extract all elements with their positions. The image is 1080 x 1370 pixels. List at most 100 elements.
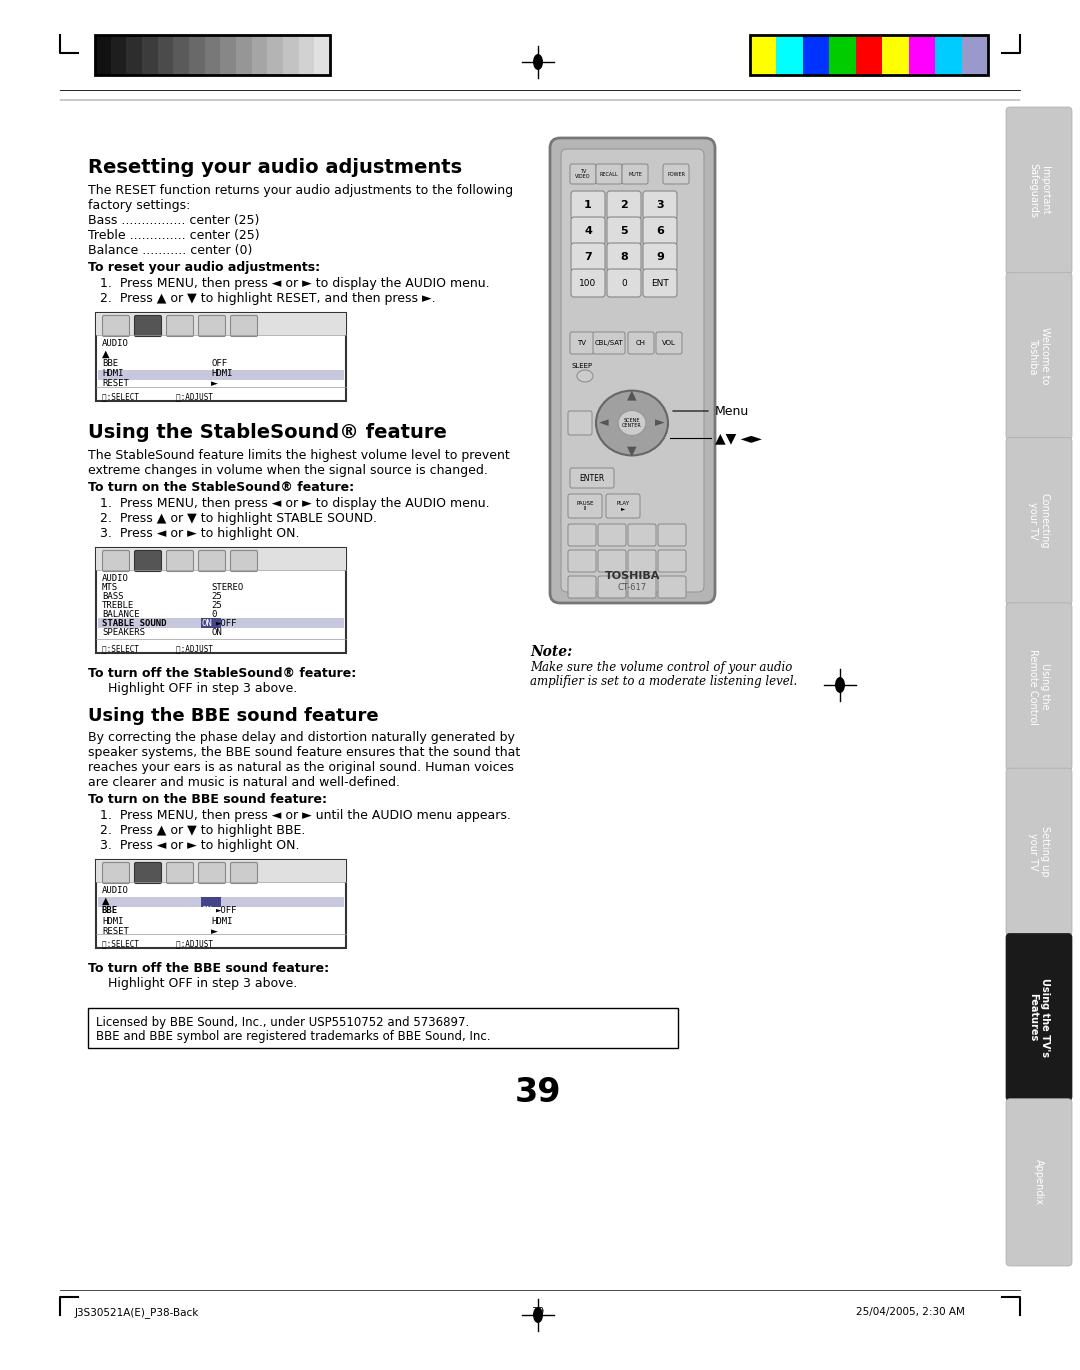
FancyBboxPatch shape (166, 551, 193, 571)
Bar (299, 36, 314, 75)
Bar (935, 36, 961, 75)
Text: MUTE: MUTE (629, 171, 642, 177)
FancyBboxPatch shape (103, 315, 130, 337)
Text: 39: 39 (531, 1307, 544, 1317)
Bar (201, 897, 221, 907)
FancyBboxPatch shape (643, 269, 677, 297)
FancyBboxPatch shape (199, 551, 226, 571)
Bar (961, 36, 988, 75)
Text: HDMI: HDMI (211, 917, 232, 926)
Text: CT-617: CT-617 (618, 584, 647, 592)
Bar (96, 312, 346, 401)
Text: 7: 7 (584, 252, 592, 262)
FancyBboxPatch shape (570, 469, 615, 488)
Text: STEREO: STEREO (211, 584, 243, 592)
Text: HDMI: HDMI (211, 369, 232, 378)
Ellipse shape (577, 370, 593, 382)
Bar (95, 36, 330, 75)
Text: Make sure the volume control of your audio: Make sure the volume control of your aud… (530, 660, 793, 674)
Text: 2.  Press ▲ or ▼ to highlight BBE.: 2. Press ▲ or ▼ to highlight BBE. (100, 823, 306, 837)
Bar (96, 548, 346, 570)
Bar (173, 36, 189, 75)
Text: 0: 0 (621, 278, 626, 288)
Text: speaker systems, the BBE sound feature ensures that the sound that: speaker systems, the BBE sound feature e… (87, 747, 521, 759)
Text: J3S30521A(E)_P38-Back: J3S30521A(E)_P38-Back (75, 1307, 200, 1318)
Text: ▲: ▲ (102, 896, 109, 906)
Text: factory settings:: factory settings: (87, 199, 190, 212)
Text: ENT: ENT (651, 278, 669, 288)
FancyBboxPatch shape (622, 164, 648, 184)
Bar (201, 618, 221, 627)
Text: 3.  Press ◄ or ► to highlight ON.: 3. Press ◄ or ► to highlight ON. (100, 527, 299, 540)
FancyBboxPatch shape (103, 863, 130, 884)
Text: 39: 39 (515, 1075, 562, 1108)
Text: amplifier is set to a moderate listening level.: amplifier is set to a moderate listening… (530, 675, 797, 688)
Ellipse shape (534, 1307, 543, 1323)
FancyBboxPatch shape (199, 863, 226, 884)
FancyBboxPatch shape (598, 549, 626, 573)
FancyBboxPatch shape (568, 523, 596, 547)
Text: Balance ........... center (0): Balance ........... center (0) (87, 244, 253, 258)
Text: ①:SELECT        ②:ADJUST: ①:SELECT ②:ADJUST (102, 392, 213, 401)
Text: To turn on the BBE sound feature:: To turn on the BBE sound feature: (87, 793, 327, 806)
FancyBboxPatch shape (230, 551, 257, 571)
Bar (98, 370, 345, 379)
Text: extreme changes in volume when the signal source is changed.: extreme changes in volume when the signa… (87, 464, 488, 477)
Text: AUDIO: AUDIO (102, 338, 129, 348)
Bar (237, 36, 252, 75)
FancyBboxPatch shape (568, 575, 596, 597)
Text: CH: CH (636, 340, 646, 347)
Text: The RESET function returns your audio adjustments to the following: The RESET function returns your audio ad… (87, 184, 513, 197)
FancyBboxPatch shape (593, 332, 625, 353)
Bar (855, 36, 882, 75)
Bar (268, 36, 283, 75)
FancyBboxPatch shape (166, 315, 193, 337)
Text: 8: 8 (620, 252, 627, 262)
Text: Bass ................ center (25): Bass ................ center (25) (87, 214, 259, 227)
Text: RESET: RESET (102, 927, 129, 936)
FancyBboxPatch shape (230, 863, 257, 884)
Bar (110, 36, 126, 75)
Text: 2.  Press ▲ or ▼ to highlight RESET, and then press ►.: 2. Press ▲ or ▼ to highlight RESET, and … (100, 292, 435, 306)
Bar (314, 36, 330, 75)
FancyBboxPatch shape (1005, 273, 1072, 440)
Text: 25: 25 (211, 592, 221, 601)
Bar (252, 36, 268, 75)
Text: BBE: BBE (102, 906, 118, 915)
Text: 1.  Press MENU, then press ◄ or ► to display the AUDIO menu.: 1. Press MENU, then press ◄ or ► to disp… (100, 277, 489, 290)
Text: BASS: BASS (102, 592, 123, 601)
Text: Highlight OFF in step 3 above.: Highlight OFF in step 3 above. (108, 977, 297, 991)
Text: AUDIO: AUDIO (102, 574, 129, 584)
Bar (96, 548, 346, 653)
Bar (96, 312, 346, 336)
FancyBboxPatch shape (561, 149, 704, 592)
FancyBboxPatch shape (571, 269, 605, 297)
Text: HDMI: HDMI (102, 369, 123, 378)
FancyBboxPatch shape (606, 495, 640, 518)
Bar (189, 36, 205, 75)
FancyBboxPatch shape (607, 190, 642, 219)
Text: Menu: Menu (715, 404, 750, 418)
Bar (882, 36, 908, 75)
FancyBboxPatch shape (598, 523, 626, 547)
Text: PAUSE
II: PAUSE II (577, 500, 594, 511)
Text: Setting up
your TV: Setting up your TV (1028, 826, 1050, 877)
Bar (96, 860, 346, 882)
FancyBboxPatch shape (568, 495, 602, 518)
Ellipse shape (835, 677, 845, 693)
Text: 5: 5 (620, 226, 627, 236)
Text: TOSHIBA: TOSHIBA (605, 571, 660, 581)
FancyBboxPatch shape (658, 523, 686, 547)
Text: RECALL: RECALL (599, 171, 619, 177)
FancyBboxPatch shape (550, 138, 715, 603)
Text: HDMI: HDMI (102, 917, 123, 926)
Text: AUDIO: AUDIO (102, 886, 129, 895)
Bar (220, 36, 237, 75)
Bar (802, 36, 829, 75)
FancyBboxPatch shape (1005, 107, 1072, 274)
Text: TV
VIDEO: TV VIDEO (576, 169, 591, 179)
Bar (95, 36, 110, 75)
FancyBboxPatch shape (230, 315, 257, 337)
FancyBboxPatch shape (643, 242, 677, 271)
Text: Note:: Note: (530, 645, 572, 659)
